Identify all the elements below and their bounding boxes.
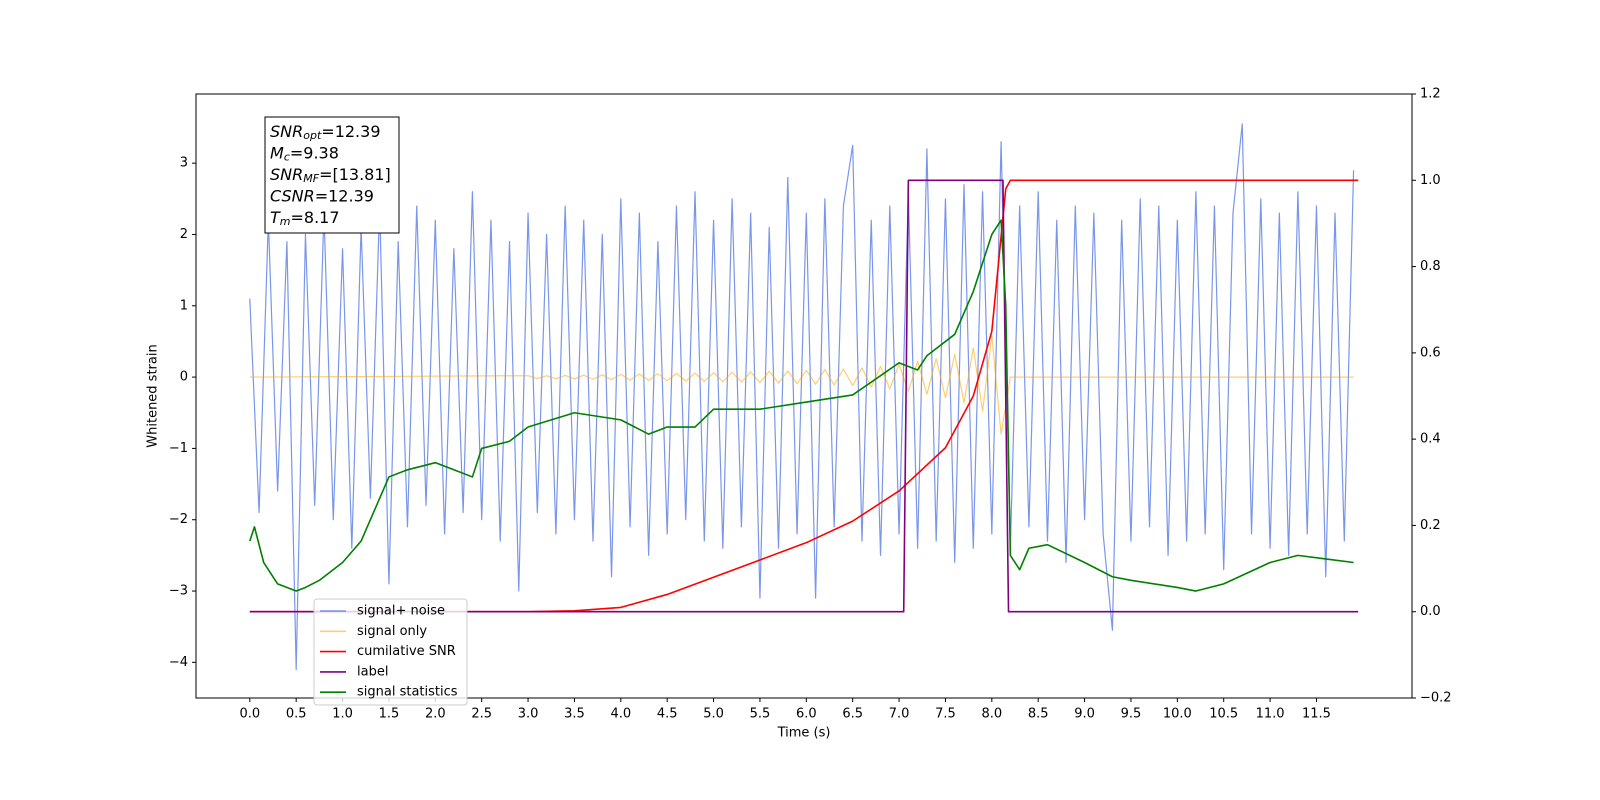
x-tick-label: 9.0	[1074, 707, 1095, 722]
x-tick-label: 2.5	[471, 707, 492, 722]
x-tick-label: 1.5	[379, 707, 400, 722]
x-tick-label: 3.0	[518, 707, 539, 722]
annotation-value: =12.39	[315, 186, 374, 205]
y2-tick-label: 0.2	[1420, 518, 1441, 533]
x-tick-label: 11.0	[1256, 707, 1285, 722]
legend-label: signal statistics	[357, 685, 458, 700]
annotation-base: SNR	[270, 122, 303, 141]
y-tick-label: 0	[180, 370, 188, 385]
x-tick-label: 0.5	[286, 707, 307, 722]
x-tick-label: 11.5	[1302, 707, 1331, 722]
annotation-base: T	[270, 208, 281, 227]
annotation-box	[264, 116, 400, 234]
legend-label: signal+ noise	[357, 604, 445, 619]
y2-tick-label: −0.2	[1420, 691, 1452, 706]
annotation-base: CSNR	[270, 186, 315, 205]
x-tick-label: 2.0	[425, 707, 446, 722]
y2-tick-label: 1.0	[1420, 173, 1441, 188]
x-tick-label: 8.5	[1028, 707, 1049, 722]
y2-tick-label: 0.0	[1420, 604, 1441, 619]
annotation-base: SNR	[270, 165, 303, 184]
y2-tick-label: 0.8	[1420, 259, 1441, 274]
legend-label: cumilative SNR	[357, 644, 456, 659]
annotation-sub: opt	[303, 129, 322, 142]
legend-label: signal only	[357, 624, 427, 639]
annotation-sub: MF	[303, 172, 319, 185]
annotation-sub: m	[280, 215, 291, 228]
annotation-value: =12.39	[321, 122, 380, 141]
series-line	[249, 179, 1359, 613]
y-tick-label: 1	[180, 298, 188, 313]
annotation-line: Mc=9.38	[270, 143, 339, 164]
y-tick-label: 3	[180, 156, 188, 171]
annotation-base: M	[270, 143, 284, 162]
x-tick-label: 7.0	[889, 707, 910, 722]
x-tick-label: 3.5	[564, 707, 585, 722]
y2-tick-label: 1.2	[1420, 87, 1441, 102]
y-tick-label: −3	[169, 584, 188, 599]
x-tick-label: 8.0	[981, 707, 1002, 722]
annotation-sub: c	[284, 151, 290, 164]
y2-tick-label: 0.4	[1420, 432, 1441, 447]
annotation-line: SNRopt=12.39	[270, 122, 381, 143]
series-line	[249, 179, 1359, 613]
x-tick-label: 5.5	[750, 707, 771, 722]
y-axis-label: Whitened strain	[146, 344, 161, 447]
x-tick-label: 9.5	[1121, 707, 1142, 722]
x-axis-label: Time (s)	[777, 726, 831, 741]
x-tick-label: 6.0	[796, 707, 817, 722]
legend-label: label	[357, 664, 388, 679]
annotation-line: SNRMF=[13.81]	[270, 165, 391, 186]
series-line	[249, 219, 1354, 592]
annotation-line: Tm=8.17	[270, 208, 340, 229]
series-line	[249, 335, 1354, 435]
y-tick-label: −4	[169, 655, 188, 670]
y2-tick-label: 0.6	[1420, 345, 1441, 360]
y-tick-label: 2	[180, 227, 188, 242]
x-tick-label: 1.0	[332, 707, 353, 722]
x-tick-label: 7.5	[935, 707, 956, 722]
x-tick-label: 10.5	[1209, 707, 1238, 722]
plot-frame	[195, 93, 1413, 699]
y-tick-label: −2	[169, 512, 188, 527]
series-line	[249, 123, 1355, 671]
annotation-value: =[13.81]	[319, 165, 391, 184]
y-tick-label: −1	[169, 441, 188, 456]
annotation-line: CSNR=12.39	[270, 186, 374, 205]
annotation-value: =9.38	[290, 143, 339, 162]
x-tick-label: 0.0	[239, 707, 260, 722]
legend-box	[313, 598, 468, 706]
x-tick-label: 5.0	[703, 707, 724, 722]
x-tick-label: 10.0	[1163, 707, 1192, 722]
annotation-value: =8.17	[291, 208, 340, 227]
x-tick-label: 6.5	[842, 707, 863, 722]
x-tick-label: 4.0	[610, 707, 631, 722]
x-tick-label: 4.5	[657, 707, 678, 722]
